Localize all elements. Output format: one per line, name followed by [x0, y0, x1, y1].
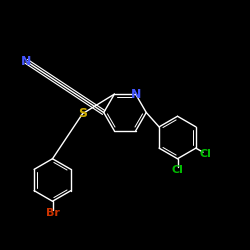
Text: Cl: Cl [200, 149, 211, 159]
Text: S: S [78, 107, 87, 120]
Text: Cl: Cl [172, 165, 183, 175]
Text: Br: Br [46, 208, 60, 218]
Text: N: N [130, 88, 141, 101]
Text: N: N [21, 55, 32, 68]
